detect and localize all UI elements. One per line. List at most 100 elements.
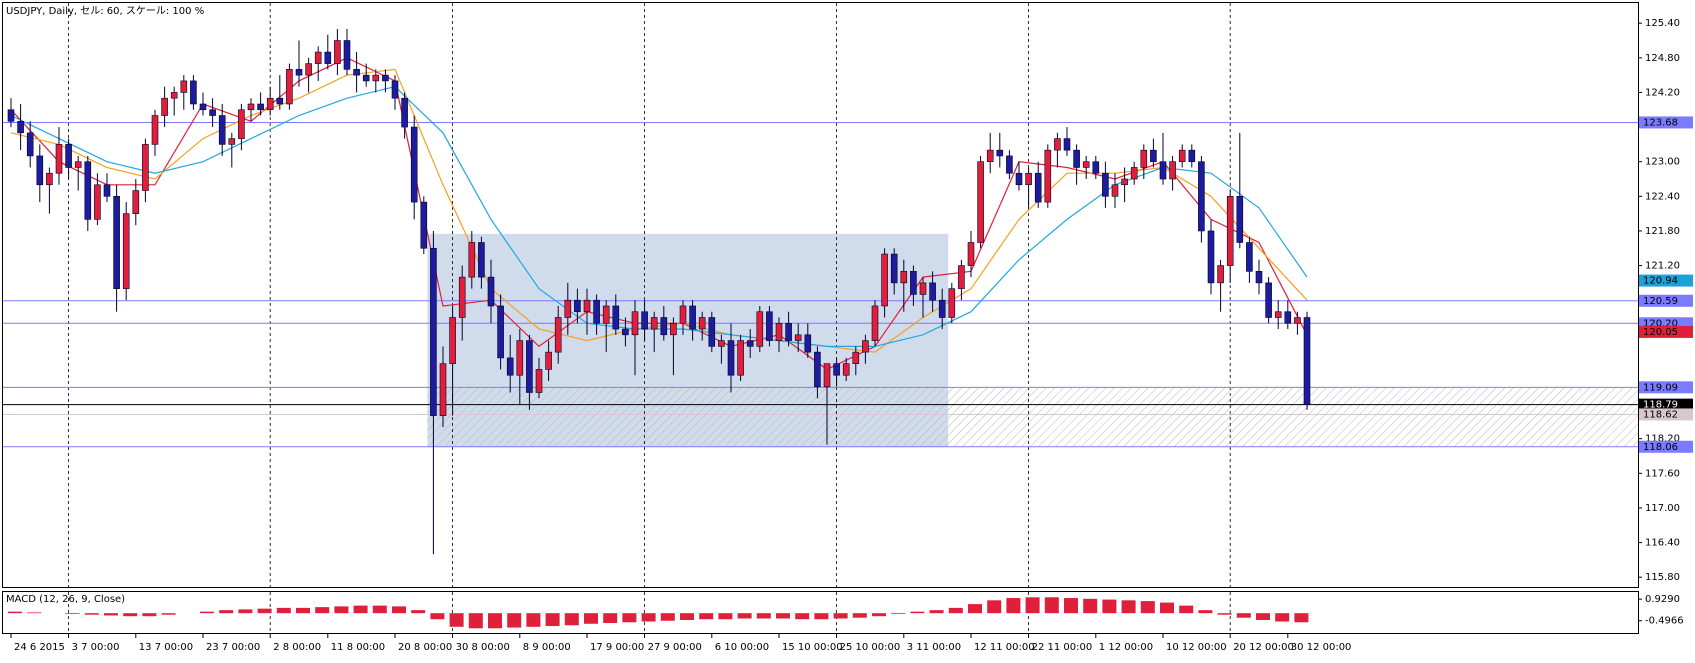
price-label-bg [1639, 116, 1693, 129]
macd-bar [872, 613, 886, 617]
x-tick-label: 24 6 2015 [14, 642, 65, 653]
candle-body [1063, 138, 1071, 151]
candle-body [727, 340, 735, 376]
candle-body [689, 305, 696, 330]
price-label: 118.06 [1643, 442, 1678, 453]
candle-body [554, 317, 562, 353]
candle-body [631, 311, 639, 336]
candle-body [372, 74, 380, 82]
price-label-bg [1639, 398, 1693, 411]
candle-body [410, 126, 418, 203]
candle-body [775, 322, 783, 341]
price-label-bg [1639, 274, 1693, 287]
candle-body [1255, 271, 1263, 284]
candle-body [84, 161, 92, 220]
macd-bar [1083, 598, 1098, 614]
candle-body [516, 340, 524, 376]
x-tick-label: 12 11 00:00 [974, 642, 1035, 653]
macd-bar [27, 612, 42, 614]
price-label: 120.59 [1643, 296, 1678, 307]
macd-bar [315, 607, 330, 614]
macd-bar [468, 613, 483, 629]
candle-body [650, 317, 658, 330]
candle-body [1121, 178, 1128, 186]
y-tick-label: 117.60 [1645, 468, 1680, 479]
price-label: 123.68 [1643, 117, 1678, 128]
candle-body [986, 149, 994, 162]
candle-body [286, 69, 293, 105]
candle-body [420, 201, 428, 249]
y-tick-label: 123.00 [1645, 157, 1680, 168]
candle-body [1025, 172, 1032, 186]
main-frame [2, 2, 1639, 588]
macd-bar [737, 613, 752, 619]
candle-body [449, 317, 456, 364]
candle-body [295, 69, 303, 76]
candle-body [967, 242, 975, 266]
macd-bar [795, 613, 810, 620]
x-tick-label: 27 9 00:00 [648, 642, 702, 653]
candle-body [209, 109, 216, 116]
macd-bar [507, 613, 522, 628]
candle-body [1130, 167, 1138, 180]
x-tick-label: 23 7 00:00 [206, 642, 260, 653]
macd-bar [296, 607, 310, 614]
candle-body [401, 97, 408, 128]
x-tick-label: 11 8 00:00 [331, 642, 385, 653]
candle-body [26, 132, 34, 157]
candle-body [1236, 196, 1244, 243]
candle-body [670, 322, 677, 336]
candle-body [785, 322, 792, 341]
y-tick-label: 115.80 [1645, 572, 1680, 583]
price-label: 120.05 [1643, 327, 1678, 338]
x-tick-label: 13 7 00:00 [139, 642, 193, 653]
macd-bar [65, 613, 80, 614]
candle-body [324, 51, 332, 64]
candle-body [74, 161, 82, 168]
x-tick-label: 15 10 00:00 [782, 642, 843, 653]
candle-body [468, 242, 476, 278]
candle-body [1015, 172, 1023, 186]
macd-bar [852, 613, 867, 618]
macd-bar [123, 613, 138, 617]
candle-body [1044, 149, 1052, 203]
macd-bar [411, 610, 426, 614]
candle-body [1246, 242, 1253, 272]
candle-body [1140, 149, 1148, 168]
candle-body [199, 103, 207, 111]
macd-bar [833, 613, 848, 619]
candle-body [180, 80, 188, 93]
macd-bar [1179, 605, 1194, 614]
macd-bar [910, 611, 925, 614]
macd-bar [104, 613, 118, 616]
macd-bar [200, 611, 214, 614]
candle-body [804, 334, 812, 353]
candle-body [852, 351, 860, 364]
candle-body [718, 340, 725, 347]
candle-body [622, 328, 629, 336]
candle-body [113, 196, 120, 289]
candle-body [430, 247, 437, 416]
macd-bar [699, 613, 714, 620]
macd-bar [948, 607, 963, 614]
candle-body [1178, 149, 1186, 162]
macd-bar [1160, 602, 1174, 614]
candle-body [910, 271, 917, 295]
candle-body [55, 144, 63, 174]
candle-body [190, 80, 197, 105]
macd-bar [219, 610, 234, 614]
macd-bar [84, 613, 99, 615]
candle-body [583, 299, 591, 313]
macd-bar [392, 606, 406, 614]
macd-bar [1121, 600, 1136, 614]
y-tick-label: 124.20 [1645, 87, 1680, 98]
candle-body [814, 351, 821, 388]
candle-body [1284, 311, 1292, 324]
candle-body [794, 334, 802, 341]
candle-body [1169, 161, 1176, 180]
macd-bar [987, 600, 1002, 614]
macd-bar [276, 607, 291, 614]
candle-body [458, 276, 466, 318]
candle-body [7, 109, 15, 122]
macd-bar [257, 608, 272, 614]
